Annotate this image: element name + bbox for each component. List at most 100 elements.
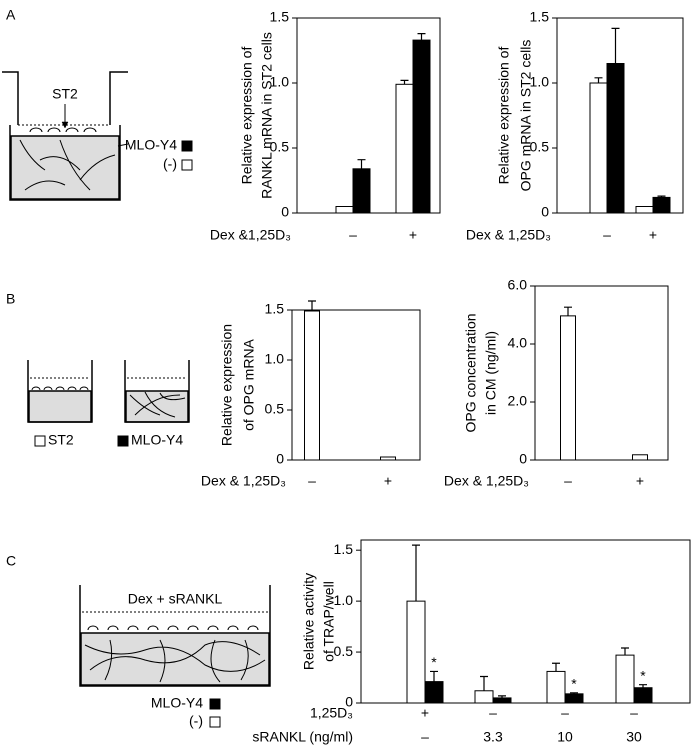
- significance-label: *: [431, 654, 437, 670]
- y-tick-label: 1.0: [270, 74, 290, 90]
- y-tick-label: 1.5: [270, 9, 290, 25]
- y-tick-label: 0: [281, 204, 289, 220]
- diagram-label: Dex + sRANKL: [128, 591, 223, 607]
- bar: [615, 654, 635, 704]
- x-tick-label: –: [489, 705, 497, 721]
- bar: [632, 454, 648, 461]
- panel-label: A: [6, 7, 16, 23]
- y-tick-label: 1.5: [334, 541, 354, 557]
- error-bar: [657, 195, 666, 198]
- diagram-c: [79, 585, 271, 728]
- y-axis-label: Relative expression of: [239, 47, 255, 185]
- y-tick-label: 1.5: [265, 301, 285, 317]
- x-tick-label: +: [649, 227, 657, 243]
- diagram-label: ST2: [52, 86, 78, 102]
- x-row-label: 1,25D₃: [310, 705, 353, 721]
- bar: [380, 456, 396, 461]
- x-tick-label: –: [630, 705, 638, 721]
- diagram-b: [27, 360, 190, 447]
- error-bar: [621, 647, 629, 656]
- legend-label: (-): [163, 156, 177, 172]
- y-axis-label: Relative activity: [301, 573, 317, 670]
- y-tick-label: 1.0: [334, 592, 354, 608]
- y-axis-label: RANKL mRNA in ST2 cells: [259, 32, 275, 199]
- error-bar: [570, 692, 578, 694]
- error-bar: [400, 79, 409, 85]
- y-tick-label: 0.5: [265, 401, 285, 417]
- y-tick-label: 0.5: [334, 643, 354, 659]
- error-bar: [498, 695, 506, 698]
- significance-label: *: [640, 667, 646, 683]
- x-axis-label: Dex &1,25D₃: [210, 227, 291, 243]
- error-bar: [308, 300, 316, 311]
- error-bar: [594, 77, 603, 83]
- bar: [406, 600, 426, 704]
- x-axis-label: Dex & 1,25D₃: [466, 227, 551, 243]
- x-tick-label: +: [384, 473, 392, 489]
- legend-label: MLO-Y4: [125, 137, 177, 153]
- x-row-label: sRANKL (ng/ml): [252, 729, 353, 745]
- y-tick-label: 1.0: [530, 74, 550, 90]
- bar: [606, 63, 625, 214]
- y-tick-label: 6.0: [508, 277, 528, 293]
- x-tick-label: 10: [557, 729, 573, 745]
- bar: [352, 168, 371, 214]
- panel-label: B: [6, 291, 15, 307]
- error-bar: [357, 159, 366, 169]
- y-tick-label: 0.5: [270, 139, 290, 155]
- x-tick-label: –: [564, 473, 572, 489]
- y-axis-label: of TRAP/well: [321, 581, 337, 662]
- x-tick-label: –: [349, 227, 357, 243]
- y-axis-label: OPG mRNA in ST2 cells: [518, 40, 534, 192]
- y-tick-label: 0: [541, 204, 549, 220]
- legend-label: (-): [189, 713, 203, 729]
- x-tick-label: –: [603, 227, 611, 243]
- x-tick-label: +: [409, 227, 417, 243]
- bar: [395, 83, 414, 214]
- y-tick-label: 0.5: [530, 139, 550, 155]
- bar: [304, 310, 320, 461]
- bar: [652, 196, 671, 214]
- y-tick-label: 1.0: [265, 351, 285, 367]
- y-tick-label: 1.5: [530, 9, 550, 25]
- bar: [635, 206, 654, 214]
- error-bar: [430, 670, 438, 682]
- x-tick-label: 3.3: [483, 729, 503, 745]
- error-bar: [480, 675, 488, 691]
- error-bar: [564, 306, 572, 316]
- bar: [474, 690, 494, 704]
- x-tick-label: +: [636, 473, 644, 489]
- diagram-a: [2, 71, 193, 201]
- bar: [589, 82, 608, 214]
- error-bar: [552, 662, 560, 672]
- y-axis-label: in CM (ng/ml): [483, 331, 499, 415]
- bar: [424, 681, 444, 704]
- plot-frame: [360, 539, 691, 704]
- x-axis-label: Dex & 1,25D₃: [201, 473, 286, 489]
- bar: [412, 39, 431, 214]
- bar: [335, 206, 354, 214]
- error-bar: [639, 684, 647, 688]
- bar: [633, 687, 653, 704]
- y-tick-label: 0: [519, 451, 527, 467]
- error-bar: [412, 544, 420, 602]
- x-tick-label: 30: [626, 729, 642, 745]
- significance-label: *: [571, 676, 577, 692]
- plot-frame: [291, 309, 421, 461]
- x-axis-label: Dex & 1,25D₃: [444, 473, 529, 489]
- y-tick-label: 2.0: [508, 393, 528, 409]
- y-tick-label: 4.0: [508, 335, 528, 351]
- legend-label: MLO-Y4: [151, 695, 203, 711]
- x-tick-label: –: [421, 729, 429, 745]
- bar: [560, 315, 576, 461]
- legend-label: MLO-Y4: [131, 432, 183, 448]
- y-tick-label: 0: [276, 451, 284, 467]
- bar: [546, 670, 566, 704]
- error-bar: [417, 33, 426, 41]
- error-bar: [611, 27, 620, 64]
- y-axis-label: OPG concentration: [463, 313, 479, 432]
- legend-label: ST2: [48, 432, 74, 448]
- y-tick-label: 0: [345, 694, 353, 710]
- y-axis-label: Relative expression: [219, 324, 235, 446]
- bar: [492, 697, 512, 704]
